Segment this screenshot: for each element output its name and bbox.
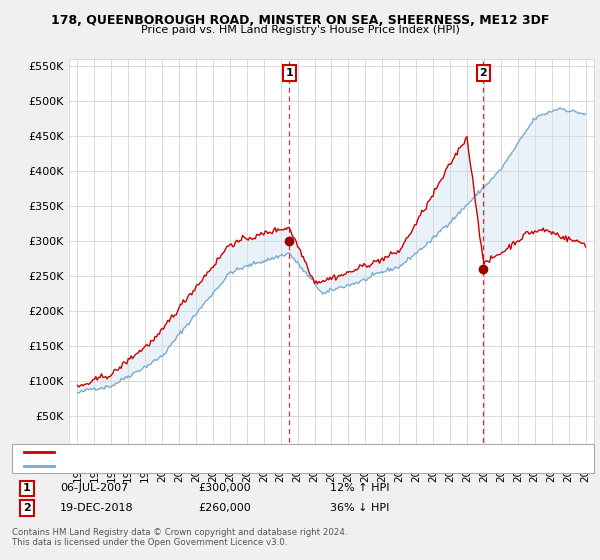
Text: 19-DEC-2018: 19-DEC-2018 [60,503,134,513]
Text: 2: 2 [479,68,487,78]
Text: £260,000: £260,000 [198,503,251,513]
Text: 06-JUL-2007: 06-JUL-2007 [60,483,128,493]
Text: 1: 1 [286,68,293,78]
Text: 178, QUEENBOROUGH ROAD, MINSTER ON SEA, SHEERNESS, ME12 3DF (detached house: 178, QUEENBOROUGH ROAD, MINSTER ON SEA, … [60,447,497,457]
Text: 1: 1 [23,483,31,493]
Text: 178, QUEENBOROUGH ROAD, MINSTER ON SEA, SHEERNESS, ME12 3DF: 178, QUEENBOROUGH ROAD, MINSTER ON SEA, … [51,14,549,27]
Text: Price paid vs. HM Land Registry's House Price Index (HPI): Price paid vs. HM Land Registry's House … [140,25,460,35]
Text: 12% ↑ HPI: 12% ↑ HPI [330,483,389,493]
Text: 36% ↓ HPI: 36% ↓ HPI [330,503,389,513]
Text: Contains HM Land Registry data © Crown copyright and database right 2024.
This d: Contains HM Land Registry data © Crown c… [12,528,347,547]
Text: 2: 2 [23,503,31,513]
Text: £300,000: £300,000 [198,483,251,493]
Text: HPI: Average price, detached house, Swale: HPI: Average price, detached house, Swal… [60,461,270,471]
